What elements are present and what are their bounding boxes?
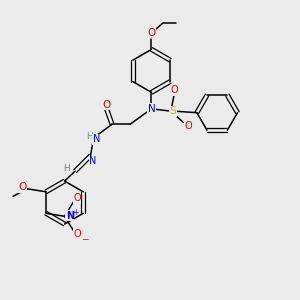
Text: H: H	[63, 164, 70, 173]
Text: H: H	[86, 132, 92, 141]
Text: O: O	[18, 182, 26, 192]
Text: N: N	[66, 211, 74, 221]
Text: O: O	[73, 194, 81, 203]
Text: +: +	[72, 208, 78, 217]
Text: S: S	[169, 106, 176, 116]
Text: O: O	[171, 85, 178, 95]
Text: O: O	[147, 28, 156, 38]
Text: O: O	[73, 229, 81, 239]
Text: N: N	[93, 134, 100, 144]
Text: O: O	[103, 100, 111, 110]
Text: N: N	[89, 156, 97, 166]
Text: −: −	[81, 235, 88, 244]
Text: N: N	[148, 104, 155, 114]
Text: O: O	[184, 121, 192, 131]
